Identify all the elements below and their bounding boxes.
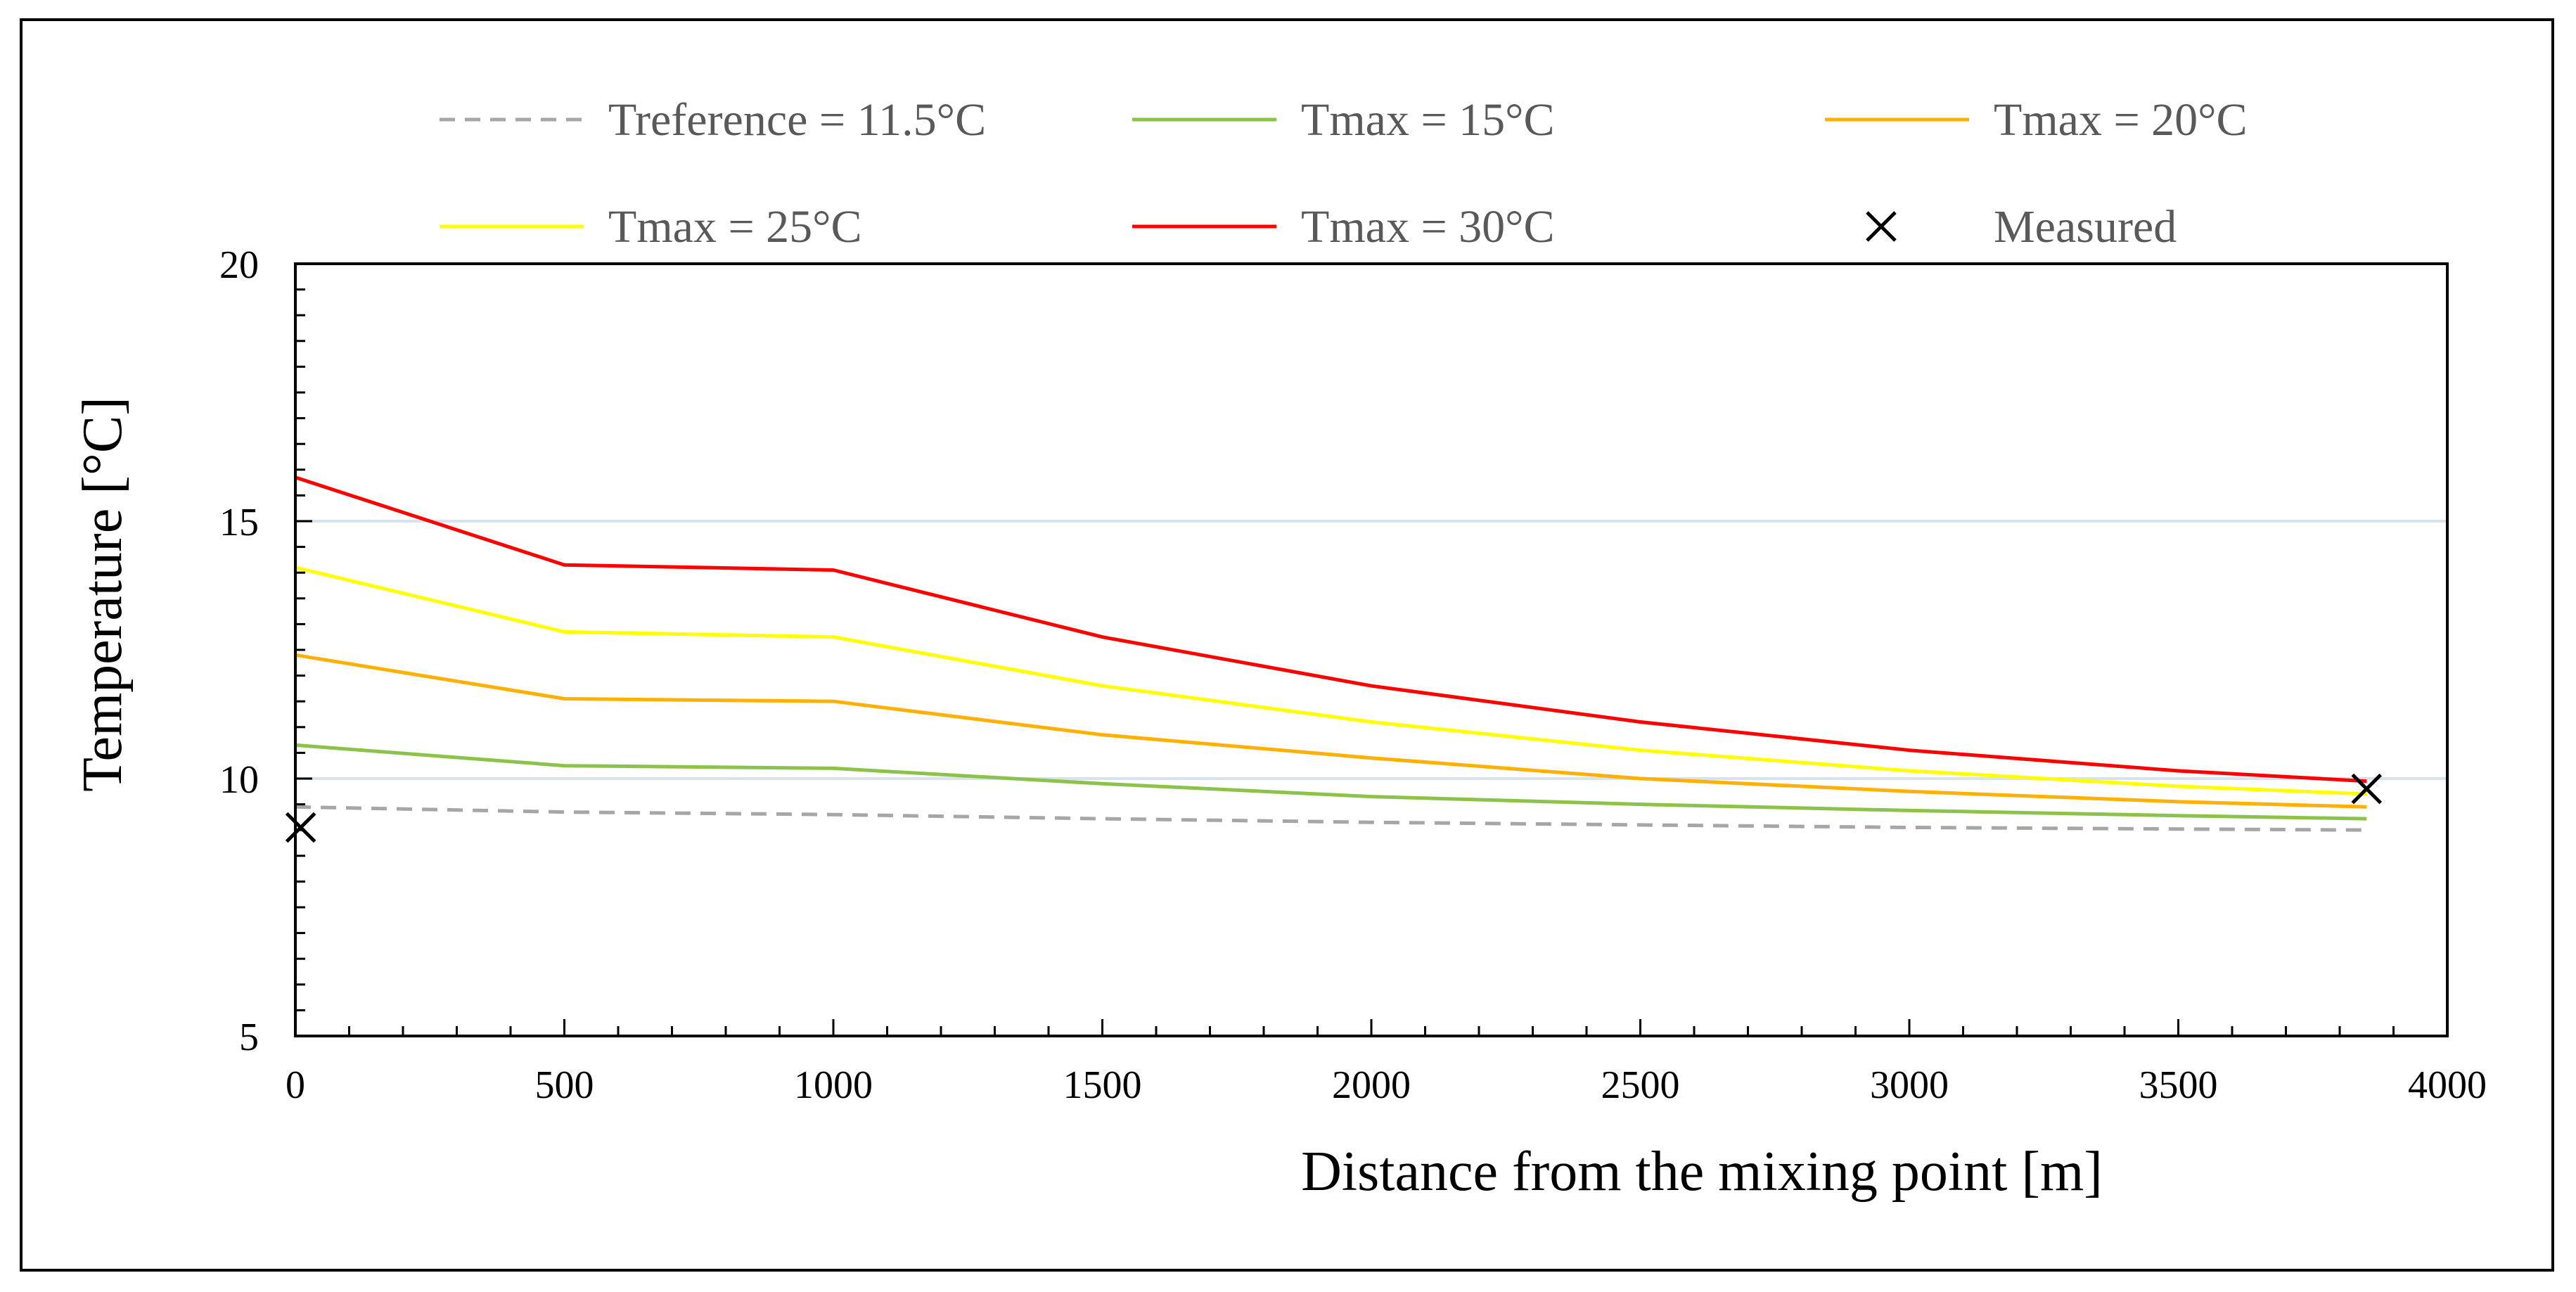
- legend-label: Tmax = 15°C: [1301, 94, 1555, 146]
- legend-label: Measured: [1994, 201, 2177, 252]
- x-axis-label: Distance from the mixing point [m]: [1301, 1141, 2103, 1203]
- series-layer: [295, 475, 2367, 832]
- legend-entry: Treference = 11.5°C: [440, 94, 986, 146]
- x-tick-label: 1000: [794, 1063, 873, 1107]
- x-tick-label: 2000: [1332, 1063, 1411, 1107]
- legend-label: Tmax = 20°C: [1994, 94, 2248, 146]
- y-tick-label: 10: [219, 758, 259, 802]
- legend-label: Tmax = 25°C: [608, 201, 862, 252]
- y-tick-label: 20: [219, 243, 259, 287]
- x-tick-label: 3500: [2139, 1063, 2218, 1107]
- series-line-0: [295, 805, 2367, 832]
- x-tick-label: 0: [286, 1063, 305, 1107]
- y-axis-label: Temperature [°C]: [72, 397, 134, 792]
- x-tick-label: 1500: [1063, 1063, 1142, 1107]
- series-line-4: [295, 475, 2367, 783]
- legend-entry: Tmax = 15°C: [1132, 94, 1555, 146]
- legend-entry: Measured: [1866, 201, 2177, 252]
- x-tick-label: 2500: [1601, 1063, 1680, 1107]
- legend-entry: Tmax = 25°C: [440, 201, 862, 252]
- y-tick-label: 5: [239, 1016, 259, 1059]
- x-tick-label: 4000: [2408, 1063, 2487, 1107]
- measured-markers: [285, 773, 2383, 843]
- x-tick-label: 3000: [1870, 1063, 1949, 1107]
- y-tick-label: 15: [219, 501, 259, 544]
- axes: 0 500 1000 1500 2000 2500 3000 3500 4000 5 10 15 20: [219, 243, 2487, 1107]
- measured-point: [285, 812, 316, 843]
- legend-entry: Tmax = 20°C: [1825, 94, 2248, 146]
- legend-label: Treference = 11.5°C: [608, 94, 986, 146]
- series-line-1: [295, 743, 2367, 821]
- legend-marker: [1866, 211, 1897, 242]
- legend: Treference = 11.5°C Tmax = 15°C Tmax = 20°…: [440, 94, 2248, 252]
- grid-lines: [295, 520, 2447, 780]
- measured-point: [2351, 773, 2383, 805]
- x-tick-label: 500: [535, 1063, 594, 1107]
- legend-entry: Tmax = 30°C: [1132, 201, 1555, 252]
- series-line-2: [295, 653, 2367, 809]
- series-line-3: [295, 565, 2367, 796]
- legend-label: Tmax = 30°C: [1301, 201, 1555, 252]
